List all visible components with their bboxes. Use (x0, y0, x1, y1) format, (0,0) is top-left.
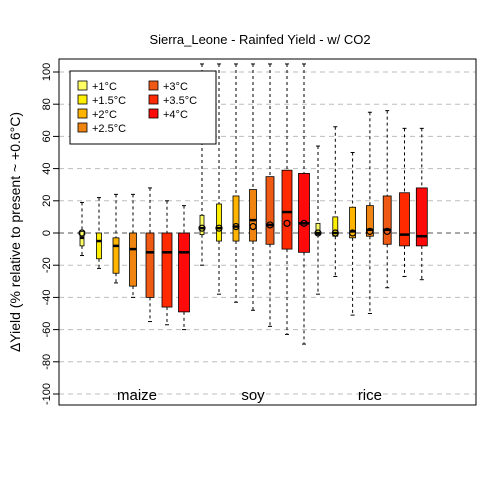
box-iqr (265, 176, 275, 245)
mean-marker (349, 229, 357, 237)
box (331, 126, 339, 277)
box-iqr (399, 192, 410, 247)
mean-marker (314, 229, 322, 237)
box (112, 193, 120, 284)
y-tick-label: 80 (41, 98, 53, 110)
box (265, 63, 275, 327)
y-tick-label: 100 (41, 63, 53, 81)
box (415, 127, 428, 281)
legend-swatch (77, 122, 88, 133)
legend-box (69, 70, 217, 145)
box-iqr (349, 206, 357, 239)
box-iqr (96, 232, 102, 260)
box-iqr (281, 169, 293, 250)
mean-marker (232, 222, 240, 231)
legend-swatch (77, 80, 88, 91)
box (78, 201, 86, 257)
legend-swatch (77, 94, 88, 105)
mean-marker (383, 227, 391, 235)
y-axis: -100 -80 -60 -40 -20 0 20 40 60 80 100 (41, 59, 60, 405)
mean-marker (331, 229, 339, 237)
y-tick-label: -20 (41, 257, 53, 273)
box-series (78, 63, 428, 345)
mean-marker (198, 224, 206, 232)
legend: +1°C +1.5°C +2°C +2.5°C +3°C +3.5°C +4°C (69, 70, 217, 145)
legend-label: +4°C (163, 109, 188, 121)
box (281, 63, 293, 335)
box-iqr (298, 173, 310, 253)
legend-swatch (148, 80, 159, 91)
box-iqr (161, 232, 173, 308)
chart-title: Sierra_Leone - Rainfed Yield - w/ CO2 (149, 32, 370, 47)
y-tick-label: 60 (41, 130, 53, 142)
legend-swatch (77, 108, 88, 119)
mean-marker (266, 221, 274, 229)
y-tick-label: 0 (41, 230, 53, 236)
box-iqr (129, 232, 137, 287)
box-iqr (365, 205, 374, 237)
legend-label: +2.5°C (92, 123, 126, 135)
mean-marker (78, 229, 86, 237)
box-iqr (382, 195, 392, 245)
box (178, 205, 190, 331)
box (349, 152, 357, 316)
legend-swatch (148, 108, 159, 119)
mean-marker (283, 219, 291, 227)
y-tick-label: -60 (41, 322, 53, 338)
box-iqr (232, 195, 240, 242)
box (145, 187, 155, 323)
group-labels: maize soy rice (117, 387, 382, 404)
mean-marker (215, 224, 223, 232)
plot-frame (58, 58, 477, 406)
box (215, 63, 223, 295)
legend-label: +1°C (92, 81, 117, 93)
box (232, 63, 240, 303)
legend-label: +2°C (92, 109, 117, 121)
mean-marker (249, 222, 257, 231)
box-iqr (178, 232, 190, 313)
legend-label: +1.5°C (92, 95, 126, 107)
box (382, 110, 392, 289)
group-label: rice (358, 387, 382, 404)
box-iqr (112, 237, 120, 274)
box (399, 127, 410, 277)
box-iqr (249, 189, 257, 242)
group-label: maize (117, 387, 157, 404)
y-tick-label: -40 (41, 289, 53, 305)
box (365, 111, 374, 314)
legend-label: +3°C (163, 81, 188, 93)
y-tick-label: -80 (41, 354, 53, 370)
box (129, 193, 137, 298)
y-tick-label: 20 (41, 195, 53, 207)
box (298, 63, 310, 345)
box-iqr (315, 222, 321, 236)
box (249, 63, 257, 311)
mean-marker (300, 219, 308, 227)
box (314, 145, 322, 295)
box-iqr (145, 232, 155, 298)
y-tick-label: -100 (41, 383, 53, 405)
legend-swatch (148, 94, 159, 105)
box-iqr (415, 187, 428, 247)
group-label: soy (241, 387, 265, 404)
y-axis-label: ΔYield (% relative to present ~ +0.6°C) (7, 112, 23, 352)
box-iqr (216, 203, 222, 242)
y-tick-label: 40 (41, 162, 53, 174)
legend-label: +3.5°C (163, 95, 197, 107)
box (161, 200, 173, 326)
box (96, 197, 102, 269)
mean-marker (366, 227, 374, 235)
